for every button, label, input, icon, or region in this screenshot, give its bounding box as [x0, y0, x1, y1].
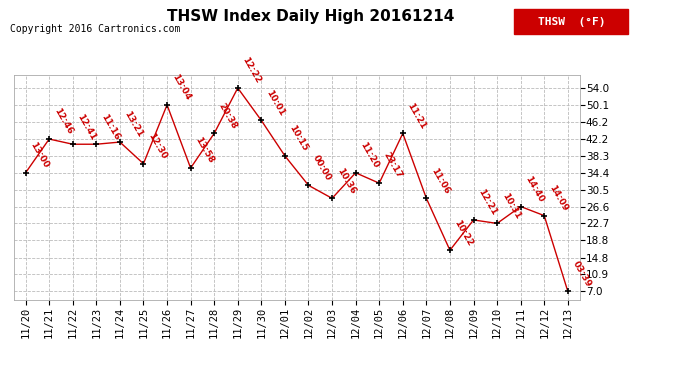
Text: 14:09: 14:09: [547, 183, 569, 213]
Text: Copyright 2016 Cartronics.com: Copyright 2016 Cartronics.com: [10, 24, 181, 34]
Text: 10:01: 10:01: [264, 88, 286, 118]
Text: 11:16: 11:16: [99, 112, 121, 141]
Text: 11:21: 11:21: [406, 101, 428, 130]
Text: 12:41: 12:41: [75, 112, 98, 141]
Text: 11:20: 11:20: [358, 141, 380, 170]
Text: 03:39: 03:39: [571, 259, 593, 289]
Text: 13:21: 13:21: [123, 110, 145, 139]
Text: 13:00: 13:00: [28, 141, 50, 170]
Text: 14:40: 14:40: [524, 174, 546, 204]
Text: 12:46: 12:46: [52, 107, 74, 136]
Text: 00:00: 00:00: [311, 154, 333, 183]
Text: 23:17: 23:17: [382, 151, 404, 180]
Text: THSW  (°F): THSW (°F): [538, 17, 605, 27]
Text: 20:38: 20:38: [217, 102, 239, 130]
Text: 12:21: 12:21: [476, 188, 498, 217]
Text: 10:22: 10:22: [453, 218, 475, 248]
Text: 13:58: 13:58: [193, 136, 215, 165]
Text: 10:15: 10:15: [288, 124, 310, 153]
Text: 11:06: 11:06: [429, 166, 451, 195]
Text: THSW Index Daily High 20161214: THSW Index Daily High 20161214: [167, 9, 454, 24]
Text: 12:22: 12:22: [241, 56, 263, 85]
Text: 10:36: 10:36: [335, 166, 357, 195]
Text: 12:30: 12:30: [146, 132, 168, 161]
Text: 10:31: 10:31: [500, 192, 522, 220]
Text: 13:04: 13:04: [170, 73, 192, 102]
